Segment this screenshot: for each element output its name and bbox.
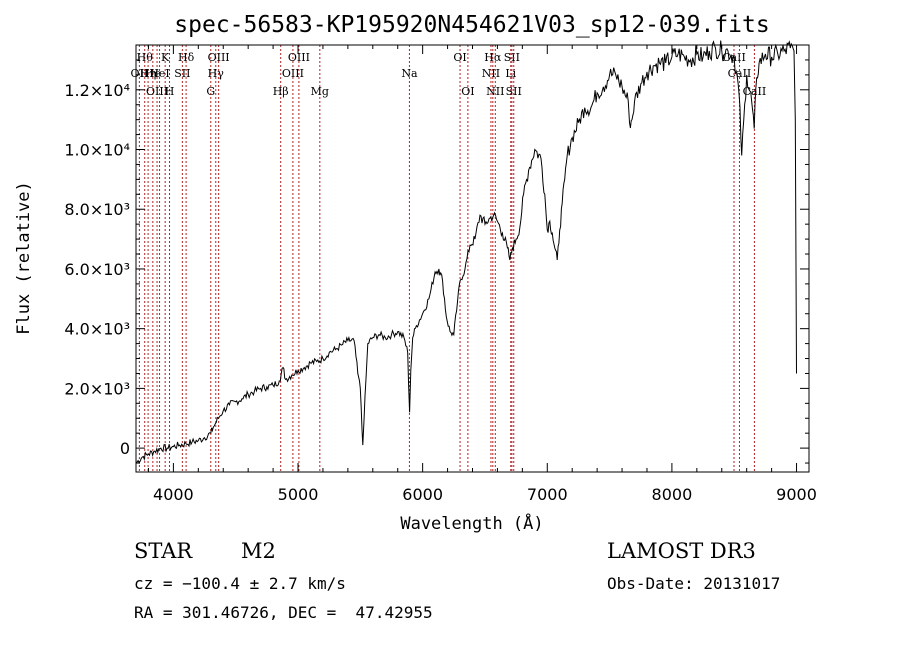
emission-line-markers: OIIHθHηHeOIIIHeIKHSIIHδGHγOIIIHβOIIIOIII… [131,45,766,472]
axis-ticks: 4000 5000 6000 7000 8000 9000 0 2.0×10³ 4.0×10³ 6… [64,45,817,504]
x-axis-label: Wavelength (Å) [400,512,543,534]
object-subclass: M2 [241,539,276,563]
y-tick-label-2: 4.0×10³ [64,320,130,339]
spectrum-layer [135,40,797,465]
y-tick-label-0: 0 [120,439,130,458]
marker-label-25: SII [506,85,522,98]
plot-frame [135,44,810,473]
spectrum-line-0 [135,40,797,465]
object-class: STAR [134,539,193,563]
redshift-cz: cz = −100.4 ± 2.7 km/s [134,574,346,593]
y-tick-label-4: 8.0×10³ [64,200,130,219]
marker-label-22: NII [486,85,504,98]
marker-label-20: NII [482,67,500,80]
x-tick-label-0: 4000 [153,485,194,504]
marker-label-19: OI [461,85,474,98]
obs-date: Obs-Date: 20131017 [607,574,781,593]
marker-label-2: Hη [140,67,156,80]
x-tick-label-1: 5000 [278,485,319,504]
marker-label-7: H [165,85,175,98]
marker-label-6: K [161,51,170,64]
marker-label-10: G [206,85,215,98]
marker-label-18: OI [453,51,466,64]
marker-label-5: HeI [149,67,169,80]
marker-label-1: Hθ [137,51,154,64]
marker-label-24: SII [504,51,520,64]
y-tick-label-5: 1.0×10⁴ [64,141,130,160]
chart-title: spec-56583-KP195920N454621V03_sp12-039.f… [174,12,769,38]
survey-name: LAMOST DR3 [607,539,756,563]
marker-label-15: OIII [288,51,310,64]
marker-label-17: Na [401,67,418,80]
marker-label-4: OIII [146,85,168,98]
y-tick-label-6: 1.2×10⁴ [64,81,130,100]
y-axis-label: Flux (relative) [14,181,34,335]
marker-label-13: Hβ [273,85,289,98]
coordinates: RA = 301.46726, DEC = 47.42955 [134,603,433,622]
x-tick-label-2: 6000 [402,485,443,504]
y-tick-label-1: 2.0×10³ [64,379,130,398]
marker-label-21: Hα [484,51,502,64]
y-tick-label-3: 6.0×10³ [64,260,130,279]
marker-label-0: OII [131,67,149,80]
x-tick-label-4: 8000 [652,485,693,504]
marker-label-8: SII [174,67,190,80]
marker-label-23: Li [505,67,516,80]
x-tick-label-5: 9000 [776,485,817,504]
marker-label-11: Hγ [208,67,225,80]
marker-label-12: OIII [208,51,230,64]
marker-label-16: Mg [311,85,329,98]
x-tick-label-3: 7000 [527,485,568,504]
marker-label-27: CaII [728,67,752,80]
marker-label-9: Hδ [178,51,195,64]
marker-label-14: OIII [282,67,304,80]
